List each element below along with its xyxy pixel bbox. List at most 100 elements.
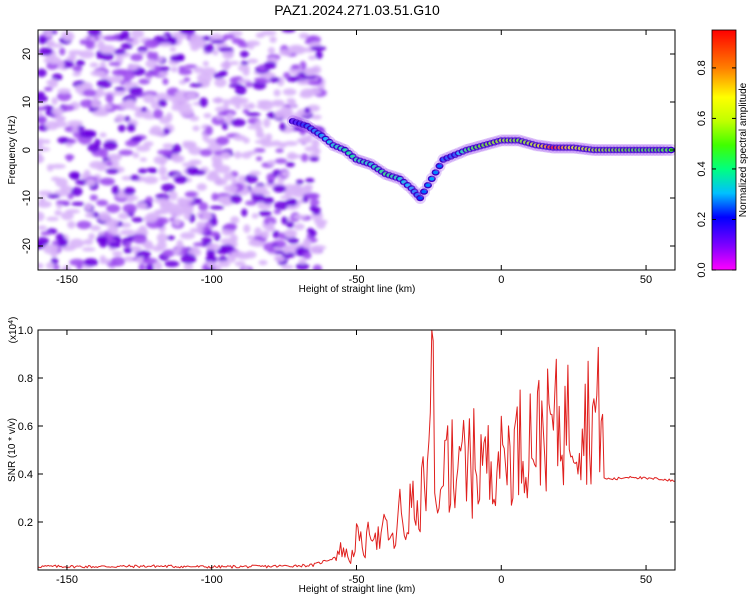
noise-blob — [196, 221, 207, 229]
noise-blob — [267, 222, 275, 231]
colorbar-ticks: 0.0 0.2 0.4 0.6 0.8 — [696, 60, 736, 278]
noise-blob — [199, 149, 213, 157]
noise-blob — [274, 201, 290, 210]
noise-blob — [125, 99, 136, 108]
noise-blob — [87, 30, 102, 37]
noise-blob — [103, 103, 113, 110]
spectrogram-y-ticks: -20 -10 0 10 20 — [21, 48, 675, 254]
noise-blob — [171, 143, 182, 154]
noise-blob — [316, 221, 326, 230]
snr-x-tick-label: -50 — [349, 574, 365, 586]
noise-blob — [97, 40, 105, 51]
noise-blob — [68, 50, 84, 56]
noise-blob — [140, 106, 148, 113]
noise-blob — [67, 120, 84, 127]
noise-blob — [247, 124, 262, 130]
noise-blob — [157, 149, 173, 156]
noise-blob — [253, 147, 266, 153]
noise-blob — [242, 266, 250, 270]
colorbar: 0.0 0.2 0.4 0.6 0.8 Normalized spectral ampl… — [696, 29, 749, 278]
noise-blob — [132, 152, 140, 159]
noise-blob — [89, 160, 106, 170]
noise-blob — [83, 258, 99, 267]
spectrogram-x-tick-label: -150 — [56, 274, 78, 286]
noise-blob — [83, 238, 94, 246]
noise-blob — [192, 169, 206, 176]
noise-blob — [48, 43, 63, 48]
noise-blob — [189, 115, 200, 122]
noise-blob — [72, 65, 83, 72]
ridge-core — [433, 170, 439, 175]
noise-blob — [89, 62, 99, 68]
spectrogram-x-tick-label: -100 — [201, 274, 223, 286]
noise-blob — [46, 262, 55, 270]
noise-blob — [256, 103, 268, 110]
noise-blob — [62, 31, 75, 42]
noise-blob — [255, 120, 262, 127]
noise-blob — [244, 250, 257, 259]
noise-blob — [47, 194, 61, 199]
noise-blob — [222, 49, 234, 60]
noise-blob — [222, 200, 231, 206]
noise-blob — [201, 237, 213, 244]
noise-blob — [266, 111, 276, 119]
noise-blob — [258, 79, 271, 84]
noise-blob — [90, 225, 101, 232]
noise-blob — [302, 240, 311, 249]
noise-blob — [143, 176, 159, 185]
noise-blob — [256, 99, 273, 105]
noise-blob — [98, 211, 111, 222]
noise-blob — [153, 261, 163, 270]
noise-blob — [281, 216, 288, 225]
noise-blob — [38, 153, 43, 163]
noise-blob — [302, 251, 312, 260]
noise-blob — [96, 199, 109, 207]
noise-blob — [205, 125, 213, 136]
noise-blob — [196, 72, 213, 83]
noise-blob — [75, 84, 83, 94]
noise-blob — [220, 61, 232, 70]
noise-blob — [56, 91, 72, 102]
noise-blob — [113, 48, 126, 55]
noise-blob — [233, 134, 247, 141]
noise-blob — [138, 78, 151, 85]
noise-blob — [142, 257, 159, 265]
ridge-core — [429, 177, 435, 181]
ridge-core — [425, 183, 431, 187]
noise-blob — [43, 244, 58, 249]
noise-blob — [118, 149, 134, 156]
noise-blob — [262, 196, 274, 205]
noise-blob — [304, 145, 319, 152]
spectrogram-x-label: Height of straight line (km) — [299, 284, 416, 295]
noise-blob — [143, 39, 159, 49]
snr-y-tick-label: 0.2 — [18, 517, 33, 529]
noise-blob — [211, 192, 219, 201]
noise-blob — [183, 262, 194, 270]
noise-blob — [123, 186, 136, 196]
noise-blob — [167, 95, 176, 101]
noise-blob — [242, 67, 250, 77]
noise-blob — [215, 115, 224, 120]
noise-blob — [66, 154, 73, 162]
spectrogram-y-label: Frequency (Hz) — [7, 116, 18, 185]
noise-blob — [171, 104, 183, 111]
noise-blob — [84, 202, 93, 211]
noise-blob — [255, 32, 265, 39]
noise-blob — [155, 209, 166, 215]
noise-blob — [317, 84, 325, 90]
ridge-core — [417, 196, 423, 200]
noise-blob — [185, 92, 198, 99]
noise-blob — [110, 256, 126, 267]
noise-blob — [70, 186, 83, 197]
noise-blob — [67, 192, 74, 200]
noise-blob — [221, 122, 229, 131]
noise-blob — [309, 156, 320, 162]
noise-blob — [198, 202, 209, 212]
noise-blob — [228, 61, 240, 66]
noise-blob — [138, 225, 148, 236]
noise-blob — [155, 217, 169, 225]
noise-blob — [48, 78, 59, 89]
noise-blob — [75, 59, 85, 67]
noise-blob — [274, 158, 288, 164]
snr-y-tick-label: 0.6 — [18, 421, 33, 433]
